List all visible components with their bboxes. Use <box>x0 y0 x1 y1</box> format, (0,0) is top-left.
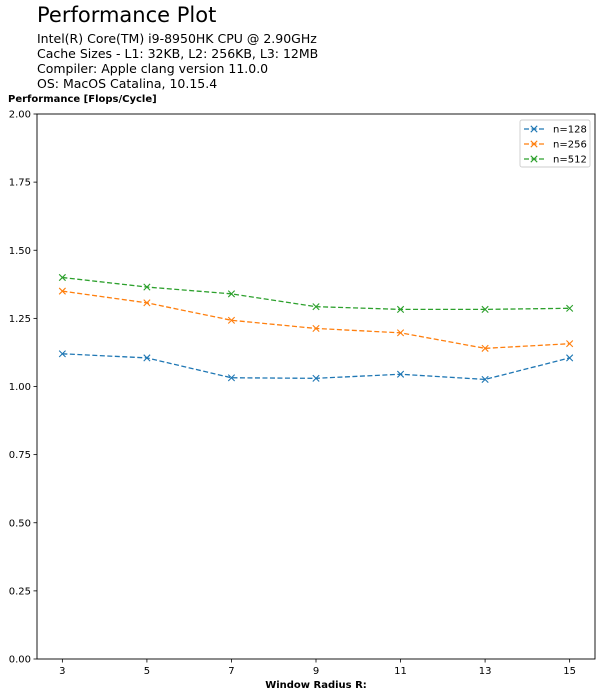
data-point <box>143 299 151 307</box>
y-tick-label: 0.00 <box>9 655 31 666</box>
series-n=256 <box>58 287 574 352</box>
legend-entry: n=256 <box>524 140 587 151</box>
chart-title: Performance Plot <box>37 3 216 27</box>
plot-area-frame <box>36 113 596 660</box>
data-point <box>58 350 66 358</box>
y-tick-label: 0.50 <box>9 518 31 529</box>
series-line <box>62 290 570 350</box>
x-tick-label: 15 <box>563 666 576 677</box>
data-point <box>312 303 320 311</box>
data-point <box>566 340 574 348</box>
x-tick-label: 3 <box>59 666 65 677</box>
subtitle-compiler: Compiler: Apple clang version 11.0.0 <box>37 61 268 76</box>
y-axis-label: Performance [Flops/Cycle] <box>8 94 157 105</box>
y-tick-label: 1.50 <box>9 246 31 257</box>
x-axis: 3 5 7 9 11 13 15 <box>59 659 576 677</box>
subtitle-cache: Cache Sizes - L1: 32KB, L2: 256KB, L3: 1… <box>37 46 318 61</box>
legend-marker <box>530 155 538 163</box>
data-point <box>481 344 489 352</box>
data-point <box>566 354 574 362</box>
legend: n=128 n=256 n=512 <box>519 119 591 168</box>
series-n=512 <box>58 273 574 313</box>
data-point <box>312 374 320 382</box>
x-tick-label: 13 <box>479 666 492 677</box>
series-line <box>62 353 570 381</box>
series-n=128 <box>58 350 574 384</box>
legend-label: n=128 <box>553 125 587 136</box>
data-point <box>481 305 489 313</box>
x-tick-label: 9 <box>313 666 319 677</box>
legend-entry: n=512 <box>524 155 587 166</box>
y-axis: 0.00 0.25 0.50 0.75 1.00 1.25 1.50 1.75 2.00 <box>9 110 37 666</box>
data-point <box>143 354 151 362</box>
series-line <box>62 276 570 311</box>
y-tick-label: 1.75 <box>9 178 31 189</box>
data-point <box>58 273 66 282</box>
data-point <box>396 370 405 378</box>
y-tick-label: 1.00 <box>9 382 31 393</box>
x-tick-label: 7 <box>228 666 234 677</box>
y-tick-label: 0.75 <box>9 450 31 461</box>
data-point <box>566 304 574 312</box>
y-tick-label: 2.00 <box>9 110 31 121</box>
data-point <box>227 374 236 382</box>
data-point <box>481 375 489 384</box>
series-layer <box>58 273 574 384</box>
data-point <box>396 329 405 337</box>
data-point <box>396 305 405 313</box>
legend-label: n=512 <box>553 155 587 166</box>
data-point <box>312 324 320 333</box>
data-point <box>143 283 151 291</box>
legend-marker <box>530 125 538 133</box>
y-tick-label: 0.25 <box>9 586 31 597</box>
subtitle-os: OS: MacOS Catalina, 10.15.4 <box>37 76 217 91</box>
data-point <box>58 287 66 295</box>
data-point <box>227 316 236 324</box>
x-tick-label: 11 <box>394 666 407 677</box>
x-axis-label: Window Radius R: <box>265 680 367 691</box>
x-tick-label: 5 <box>144 666 150 677</box>
y-tick-label: 1.25 <box>9 314 31 325</box>
subtitle-cpu: Intel(R) Core(TM) i9-8950HK CPU @ 2.90GH… <box>37 31 317 46</box>
legend-entry: n=128 <box>524 125 587 136</box>
legend-marker <box>530 140 538 148</box>
legend-label: n=256 <box>553 140 587 151</box>
data-point <box>227 290 236 298</box>
